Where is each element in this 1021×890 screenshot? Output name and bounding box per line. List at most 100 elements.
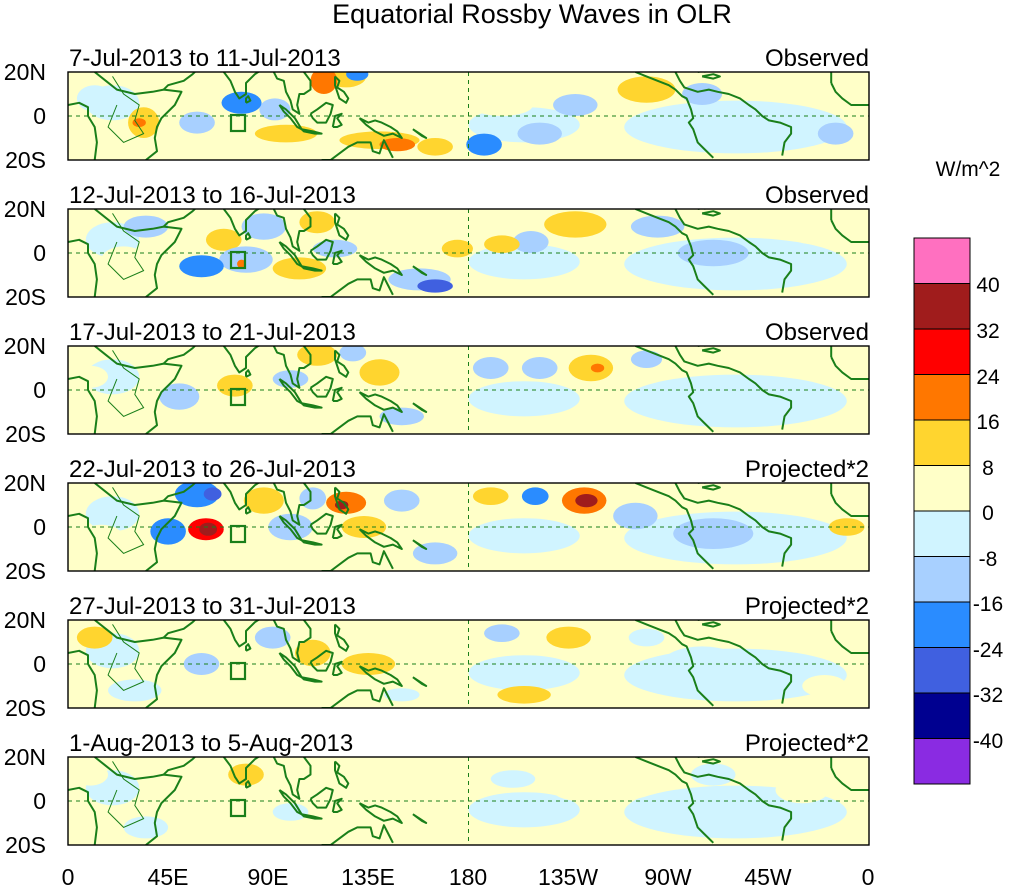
anomaly-blob — [101, 246, 146, 273]
anomaly-blob — [775, 776, 829, 804]
colorbar-swatch — [913, 465, 971, 512]
colorbar-swatches — [913, 237, 971, 785]
map-panel: 27-Jul-2013 to 31-Jul-2013 Projected*2 2… — [4, 593, 870, 721]
coastline — [309, 786, 334, 809]
coastline — [358, 528, 403, 550]
anomaly-blob — [484, 235, 520, 253]
anomaly-blob — [183, 653, 220, 675]
anomaly-blob — [553, 94, 598, 116]
coastline — [94, 620, 183, 708]
coastline — [222, 757, 261, 785]
anomaly-blob — [243, 487, 284, 514]
anomaly-blob — [417, 279, 453, 293]
colorbar-tick-label: 0 — [982, 502, 994, 525]
index-region-box — [229, 798, 247, 818]
colorbar-swatch — [913, 601, 971, 648]
colorbar-swatch — [913, 237, 971, 284]
anomaly-blob — [630, 350, 663, 369]
coastline — [309, 101, 334, 124]
lon-tick-label: 90W — [644, 864, 692, 890]
coastline — [94, 72, 183, 160]
colorbar-swatch — [913, 328, 971, 375]
coastline — [245, 95, 252, 104]
coastline — [701, 210, 721, 217]
coastline — [830, 493, 869, 517]
colorbar-tick-label: -32 — [973, 684, 1003, 707]
coastline — [701, 621, 721, 628]
coastline — [321, 687, 394, 708]
lat-tick-label: 20S — [5, 147, 46, 173]
anomaly-blob — [691, 763, 736, 786]
anomaly-blob — [346, 72, 369, 81]
anomaly-blob — [179, 111, 215, 134]
lon-tick-label: 45E — [148, 864, 189, 890]
panel-type-label: Observed — [765, 45, 869, 72]
lat-tick-label: 0 — [33, 788, 46, 814]
anomaly-blob — [786, 217, 841, 245]
coastline — [830, 219, 869, 243]
anomaly-blob — [617, 76, 676, 103]
anomaly-blob — [259, 98, 291, 121]
lat-tick-label: 0 — [33, 103, 46, 129]
coastline — [94, 346, 183, 434]
anomaly-blob — [383, 688, 420, 702]
anomaly-layer — [72, 346, 847, 428]
colorbar-swatch — [913, 510, 971, 557]
map-panel: 22-Jul-2013 to 26-Jul-2013 Projected*2 2… — [4, 456, 870, 584]
anomaly-blob — [544, 211, 607, 238]
anomaly-blob — [575, 494, 598, 508]
coastline — [222, 72, 261, 100]
coastline — [300, 676, 323, 683]
coastline — [358, 117, 403, 139]
lat-tick-label: 20S — [5, 695, 46, 721]
panel-frame — [67, 208, 870, 298]
coastline — [830, 767, 869, 791]
lat-tick-label: 0 — [33, 514, 46, 540]
coastline — [830, 630, 869, 654]
lat-tick-label: 20S — [5, 558, 46, 584]
coastline — [245, 643, 252, 652]
index-region-box — [229, 524, 247, 544]
coastline — [278, 652, 303, 679]
anomaly-blob — [299, 487, 327, 510]
coastline — [300, 128, 323, 135]
coastline — [358, 391, 403, 413]
coastline — [278, 104, 303, 131]
panel-period: 1-Aug-2013 to 5-Aug-2013 — [69, 730, 353, 757]
anomaly-blob — [294, 639, 331, 667]
anomaly-blob — [497, 686, 551, 704]
anomaly-blob — [310, 72, 338, 94]
lon-tick-label: 45W — [744, 864, 792, 890]
anomaly-blob — [470, 94, 534, 116]
country-border — [107, 487, 145, 554]
colorbar-swatch — [913, 374, 971, 421]
coastline — [830, 82, 869, 106]
anomaly-blob — [613, 502, 658, 530]
coastline — [272, 346, 312, 389]
panel-period: 27-Jul-2013 to 31-Jul-2013 — [69, 593, 356, 620]
anomaly-blob — [254, 626, 291, 649]
anomaly-blob — [677, 239, 749, 267]
anomaly-blob — [417, 392, 453, 410]
panel-type-label: Projected*2 — [745, 593, 869, 620]
anomaly-blob — [312, 239, 358, 258]
coastline — [635, 72, 714, 159]
panel-frame — [67, 482, 870, 572]
coastline — [334, 75, 350, 104]
panel-type-label: Projected*2 — [745, 456, 869, 483]
coastline — [300, 265, 323, 272]
anomaly-blob — [383, 489, 420, 512]
coastline — [321, 139, 394, 160]
coastline-layer — [68, 72, 869, 160]
panel-frame — [67, 71, 870, 161]
anomaly-blob — [630, 215, 685, 238]
anomaly-layer — [79, 483, 865, 565]
anomaly-blob — [150, 518, 186, 545]
coastline — [334, 760, 350, 789]
anomaly-blob — [484, 624, 520, 642]
chart-title: Equatorial Rossby Waves in OLR — [332, 0, 732, 29]
coastline — [412, 402, 428, 413]
colorbar-tick-label: -24 — [973, 639, 1004, 662]
anomaly-blob — [72, 763, 109, 786]
anomaly-blob — [441, 239, 473, 258]
